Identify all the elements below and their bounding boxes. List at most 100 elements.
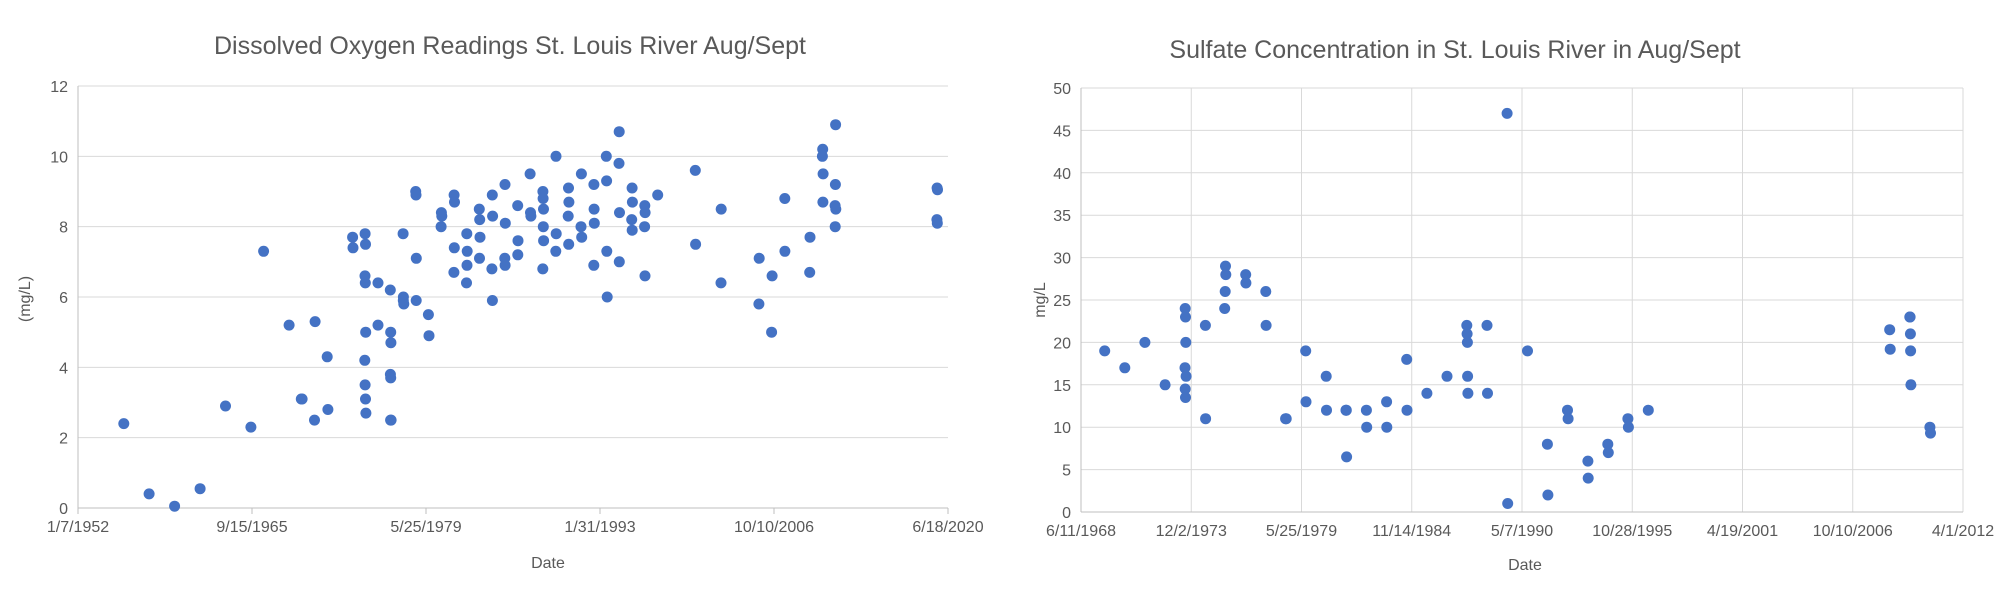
data-point — [461, 228, 473, 240]
dissolved-oxygen-chart: Dissolved Oxygen Readings St. Louis Rive… — [0, 0, 985, 594]
data-point — [1462, 387, 1474, 399]
data-point — [512, 235, 524, 247]
data-point — [537, 221, 549, 233]
data-point — [817, 196, 829, 208]
data-point — [626, 196, 638, 208]
data-point — [779, 193, 791, 204]
y-tick-label: 30 — [1053, 251, 1071, 268]
data-point — [613, 256, 625, 268]
data-point — [538, 203, 549, 215]
x-tick-label: 10/10/2006 — [1813, 523, 1893, 540]
data-point — [804, 266, 816, 278]
data-point — [118, 418, 130, 430]
data-point — [1481, 319, 1493, 331]
data-point — [309, 316, 321, 328]
data-point — [1461, 319, 1473, 331]
data-point — [715, 203, 727, 215]
x-tick-label: 1/31/1993 — [564, 519, 635, 536]
x-tick-label: 12/2/1973 — [1156, 523, 1227, 540]
data-point — [169, 500, 181, 512]
data-point — [613, 126, 625, 138]
data-point — [1502, 498, 1514, 509]
data-point — [461, 259, 473, 271]
data-point — [435, 221, 447, 233]
data-point — [601, 245, 613, 257]
data-point — [397, 295, 409, 306]
data-point — [1884, 324, 1896, 336]
data-point — [1904, 311, 1916, 323]
x-tick-label: 6/18/2020 — [912, 519, 983, 536]
y-tick-label: 15 — [1053, 378, 1071, 395]
data-point — [1421, 387, 1433, 399]
x-axis-label: Date — [1508, 557, 1542, 574]
data-point — [258, 245, 270, 257]
data-point — [753, 252, 765, 264]
data-point — [487, 210, 499, 222]
y-tick-label: 35 — [1053, 208, 1071, 225]
x-tick-label: 4/1/2012 — [1932, 523, 1994, 540]
data-point — [347, 231, 359, 243]
data-point — [372, 319, 384, 331]
data-point — [830, 203, 842, 215]
x-tick-label: 6/11/1968 — [1046, 523, 1116, 540]
data-point — [474, 252, 485, 264]
data-point — [562, 210, 574, 222]
data-point — [829, 221, 841, 233]
data-point — [385, 326, 397, 338]
data-point — [461, 245, 473, 257]
data-point — [1219, 303, 1231, 314]
data-point — [1501, 107, 1513, 119]
y-tick-label: 50 — [1053, 81, 1071, 98]
x-tick-label: 5/25/1979 — [390, 519, 461, 536]
data-point — [550, 245, 562, 257]
data-point — [321, 351, 333, 363]
data-point — [1119, 362, 1131, 374]
y-tick-label: 10 — [50, 149, 68, 166]
data-point — [1582, 455, 1594, 467]
y-tick-label: 0 — [59, 501, 68, 518]
data-point — [359, 354, 371, 366]
x-tick-label: 5/7/1990 — [1491, 523, 1553, 540]
y-tick-label: 4 — [59, 360, 68, 377]
data-point — [473, 203, 485, 215]
y-tick-label: 12 — [50, 79, 68, 96]
y-axis-label: (mg/L) — [17, 276, 34, 322]
y-tick-label: 0 — [1062, 505, 1071, 522]
data-point — [360, 238, 371, 250]
x-tick-label: 1/7/1952 — [47, 519, 109, 536]
data-point — [1180, 336, 1192, 348]
data-point — [550, 228, 562, 240]
data-point — [1904, 328, 1916, 340]
data-point — [524, 168, 536, 180]
data-point — [1360, 404, 1372, 416]
y-tick-label: 8 — [59, 220, 68, 237]
data-point — [1642, 404, 1654, 416]
data-point — [1220, 269, 1232, 281]
x-tick-label: 11/14/1984 — [1372, 523, 1451, 540]
data-point — [360, 407, 372, 419]
data-point — [384, 284, 396, 296]
data-point — [385, 414, 397, 426]
x-tick-label: 9/15/1965 — [216, 519, 287, 536]
sulfate-plot: Sulfate Concentration in St. Louis River… — [1032, 36, 1994, 574]
data-point — [626, 182, 638, 194]
data-point — [1522, 345, 1533, 357]
data-point — [143, 488, 155, 500]
data-point — [410, 295, 422, 306]
data-point — [639, 207, 651, 219]
data-point — [1219, 286, 1231, 297]
data-point — [1180, 311, 1191, 323]
data-point — [1099, 345, 1111, 357]
data-point — [1541, 438, 1553, 450]
data-point — [296, 393, 308, 405]
data-point — [1240, 269, 1252, 281]
y-tick-label: 45 — [1053, 123, 1071, 140]
data-point — [652, 189, 664, 201]
sulfate-chart: Sulfate Concentration in St. Louis River… — [995, 0, 2002, 594]
data-point — [1260, 286, 1272, 297]
data-point — [436, 210, 448, 222]
data-point — [385, 372, 397, 384]
data-point — [1280, 413, 1292, 425]
data-point — [1341, 451, 1353, 463]
x-tick-label: 4/19/2001 — [1707, 523, 1778, 540]
